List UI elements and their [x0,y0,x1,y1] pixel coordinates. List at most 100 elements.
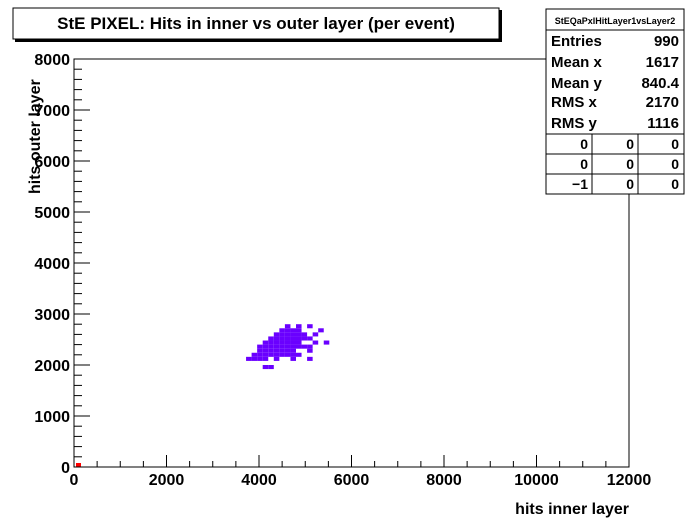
stats-grid-cell: 0 [671,176,679,192]
heatmap-bin [273,336,280,341]
stats-label: Mean y [551,75,603,92]
chart-title: StE PIXEL: Hits in inner vs outer layer … [57,14,455,33]
y-tick-label: 3000 [34,307,70,324]
y-tick-label: 7000 [34,103,70,120]
stats-grid-cell: −1 [572,176,588,192]
heatmap-bin [268,365,274,370]
heatmap-bin [284,352,291,357]
x-tick-label: 12000 [607,472,652,489]
stats-rows: Entries 990 Mean x 1617 Mean y 840.4 RMS x 2170… [551,33,680,132]
x-axis-ticks [73,455,630,467]
stats-label: RMS y [551,115,598,132]
heatmap-bin [273,332,280,337]
heatmap-bin [273,348,280,353]
heatmap-bin [273,356,280,361]
heatmap-bin [284,344,291,349]
heatmap-bin [262,340,269,345]
heatmap-bin [268,336,274,341]
stats-value: 1116 [647,115,679,132]
heatmap-bin [318,328,324,333]
stats-grid-cell: 0 [580,156,588,172]
heatmap-bin [262,365,269,370]
heatmap-bin [257,352,263,357]
heatmap-bin [262,352,269,357]
title-box: StE PIXEL: Hits in inner vs outer layer … [12,7,502,42]
heatmap-bin [262,344,269,349]
heatmap-bin [290,356,296,361]
heatmap-bin [296,340,302,345]
heatmap-bin [279,328,285,333]
heatmap-bin [246,356,252,361]
origin-marker [76,463,81,467]
stats-grid-cell: 0 [626,156,634,172]
heatmap-bin [301,332,308,337]
heatmap-bin [273,340,280,345]
heatmap-bin [312,340,319,345]
heatmap-bin [284,336,291,341]
heatmap-bins [246,324,330,370]
heatmap-bin [262,348,269,353]
stats-grid: 0 0 0 0 0 0 −1 0 0 [572,136,679,192]
stats-label: RMS x [551,94,598,111]
stats-label: Entries [551,33,602,50]
heatmap-bin [279,344,285,349]
stats-value: 990 [654,33,679,50]
heatmap-bin [323,340,330,345]
x-tick-label: 10000 [514,472,559,489]
heatmap-bin [279,332,285,337]
heatmap-bin [273,344,280,349]
heatmap-bin [284,328,291,333]
title-box-shadow-side [499,10,502,42]
heatmap-bin [279,352,285,357]
heatmap-bin [284,340,291,345]
heatmap-bin [268,352,274,357]
heatmap-bin [268,348,274,353]
heatmap-bin [296,344,302,349]
heatmap-bin [284,332,291,337]
y-tick-label: 1000 [34,409,70,426]
heatmap-bin [290,340,296,345]
stats-grid-cell: 0 [671,156,679,172]
x-tick-label: 6000 [334,472,370,489]
y-tick-label: 4000 [34,256,70,273]
heatmap-bin [296,336,302,341]
stats-box-name: StEQaPxlHitLayer1vsLayer2 [555,16,676,26]
heatmap-bin [296,324,302,329]
heatmap-bin [290,336,296,341]
heatmap-bin [268,344,274,349]
heatmap-bin [296,352,302,357]
stats-grid-cell: 0 [671,136,679,152]
heatmap-bin [290,348,296,353]
heatmap-bin [290,352,296,357]
heatmap-bin [307,348,313,353]
stats-grid-cell: 0 [626,176,634,192]
heatmap-bin [307,344,313,349]
heatmap-bin [312,332,319,337]
heatmap-bin [284,348,291,353]
heatmap-bin [251,356,258,361]
heatmap-bin [296,328,302,333]
stats-value: 1617 [646,54,679,71]
heatmap-bin [279,348,285,353]
heatmap-bin [296,332,302,337]
heatmap-bin [262,356,269,361]
stats-label: Mean x [551,54,603,71]
heatmap-bin [290,332,296,337]
x-axis-tick-labels: 0 2000 4000 6000 8000 10000 12000 [70,472,652,489]
stats-box-frame [545,8,685,195]
y-axis-tick-labels: 0 1000 2000 3000 4000 5000 6000 7000 8000 [34,52,70,477]
heatmap-bin [279,340,285,345]
heatmap-bin [257,348,263,353]
heatmap-bin [273,352,280,357]
heatmap-bin [284,324,291,329]
heatmap-bin [301,344,308,349]
y-tick-label: 2000 [34,358,70,375]
heatmap-bin [257,356,263,361]
stats-value: 840.4 [641,75,679,92]
heatmap-bin [257,344,263,349]
x-tick-label: 8000 [426,472,462,489]
stats-grid-cell: 0 [580,136,588,152]
y-axis-ticks [74,58,90,468]
x-tick-label: 2000 [149,472,185,489]
y-tick-label: 0 [61,460,70,477]
